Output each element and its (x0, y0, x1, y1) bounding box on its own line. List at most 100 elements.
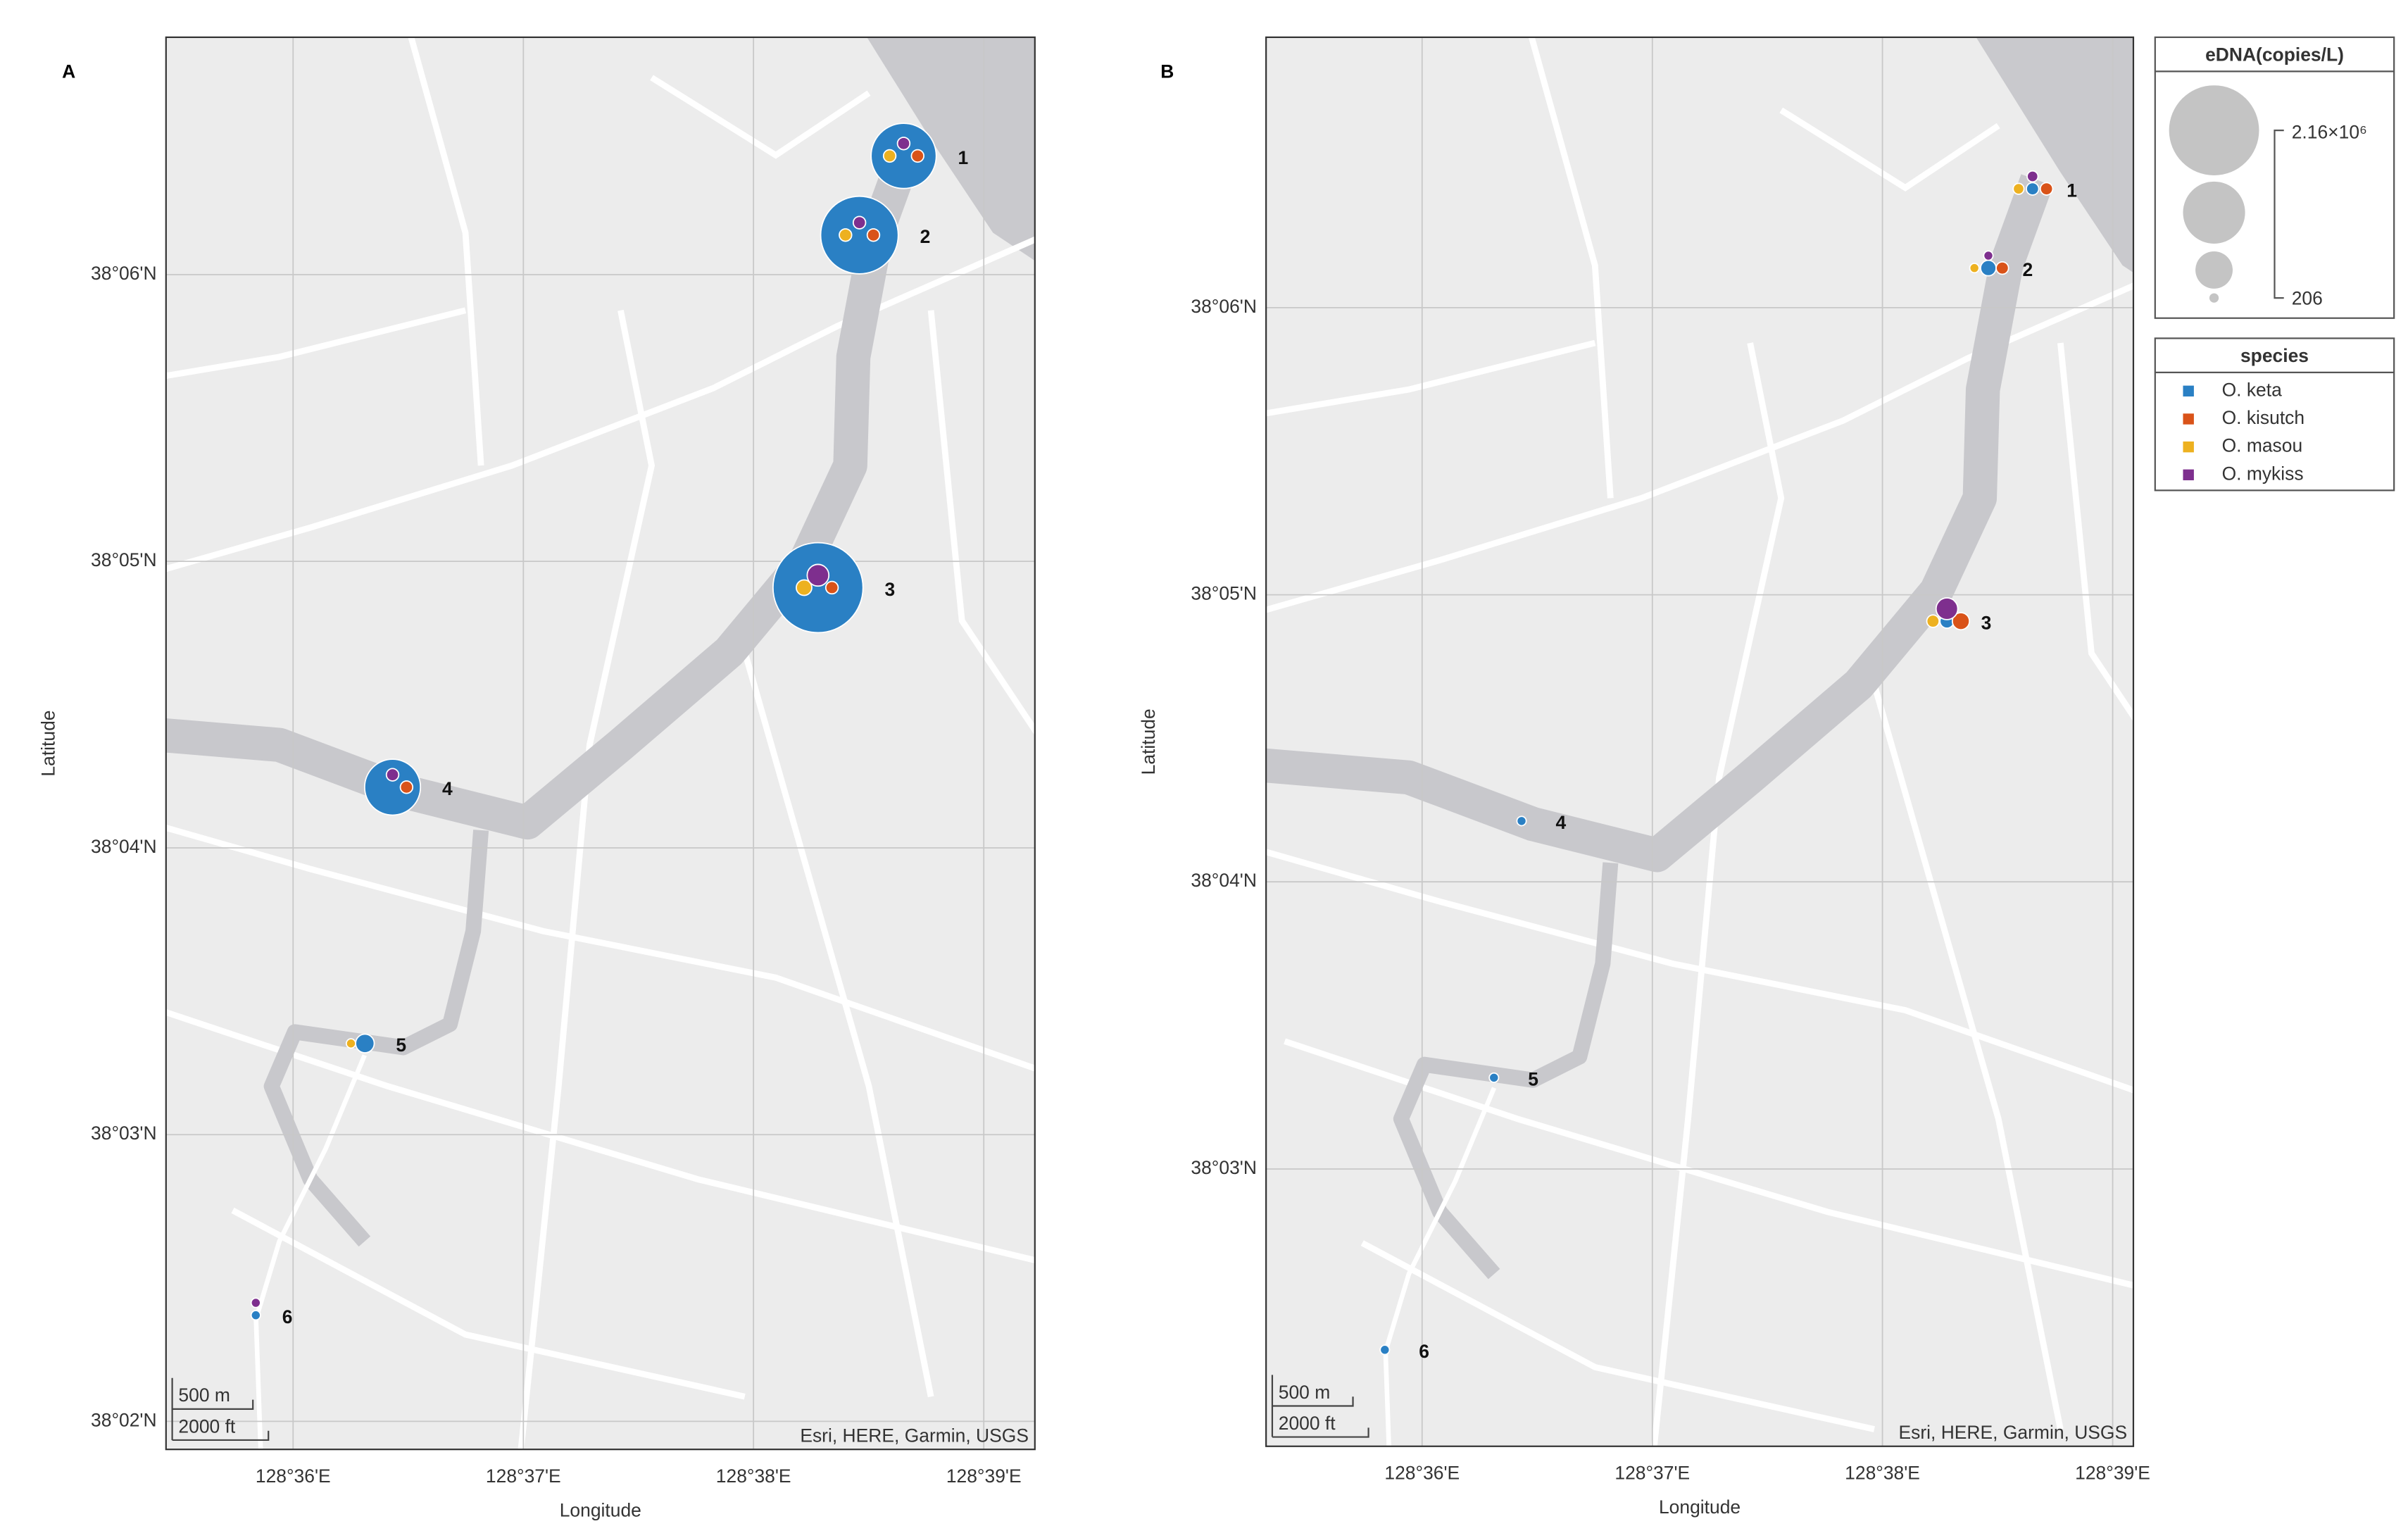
site-label: 2 (920, 226, 931, 247)
scale-bar (171, 1377, 270, 1442)
road (927, 310, 1035, 736)
scale-bar-label: 2000 ft (178, 1415, 236, 1437)
site-label: 4 (1555, 812, 1566, 833)
edna-bubble (796, 579, 813, 596)
plot-frame (165, 36, 1036, 1451)
river (1266, 174, 2054, 873)
x-axis-label: Longitude (1659, 1496, 1741, 1518)
edna-bubble (1379, 1344, 1391, 1356)
stream (1383, 1087, 1497, 1446)
edna-bubble (1516, 815, 1527, 827)
edna-bubble (820, 195, 899, 275)
site-label: 3 (885, 579, 896, 600)
legend-entry: O. kisutch (2222, 407, 2305, 428)
legend-swatch (2183, 469, 2194, 481)
legend-bubble-mid (2195, 251, 2233, 289)
x-tick-label: 128°39'E (2075, 1462, 2150, 1483)
panel-label: A (62, 61, 75, 82)
edna-bubble (806, 563, 830, 587)
edna-bubble (882, 149, 897, 163)
road (165, 1008, 1035, 1264)
road (518, 309, 656, 1450)
legend-title: eDNA(copies/L) (2205, 44, 2344, 65)
x-tick-label: 128°38'E (1845, 1462, 1920, 1483)
road (2057, 342, 2133, 722)
y-tick-label: 38°04'N (91, 836, 157, 857)
edna-bubble (250, 1297, 261, 1308)
y-tick-label: 38°03'N (1191, 1157, 1257, 1178)
edna-bubble (363, 758, 422, 816)
road (165, 307, 467, 380)
tributary (1393, 862, 1619, 1280)
road (231, 1207, 746, 1400)
stream (253, 1054, 367, 1450)
road (1528, 37, 1614, 499)
legend-entry: O. masou (2222, 435, 2303, 456)
edna-bubble (355, 1033, 375, 1054)
scale-bar-label: 500 m (1279, 1382, 1330, 1403)
site-label: 4 (442, 778, 453, 799)
plot-frame (1265, 36, 2135, 1447)
sea (867, 37, 1035, 261)
legend-bubble (2169, 85, 2259, 176)
y-tick-label: 38°06'N (91, 263, 157, 284)
edna-bubble (1983, 250, 1994, 261)
road (1650, 342, 1785, 1446)
scale-bar-label: 2000 ft (1279, 1413, 1336, 1434)
edna-bubble (866, 228, 881, 242)
edna-bubble (1995, 261, 2009, 275)
edna-bubble (345, 1038, 356, 1049)
legend-swatch (2183, 385, 2194, 397)
road (741, 651, 934, 1398)
site-label: 5 (396, 1034, 406, 1056)
legend-swatch (2183, 441, 2194, 453)
road (1871, 683, 2064, 1430)
y-axis-label: Latitude (37, 710, 58, 776)
road (1779, 107, 2000, 192)
edna-bubble (2026, 182, 2040, 196)
edna-bubble (870, 123, 937, 189)
sea (1976, 37, 2133, 273)
road (1266, 849, 2133, 1094)
legend-bubble (2209, 293, 2219, 303)
road (650, 75, 871, 159)
y-tick-label: 38°05'N (1191, 583, 1257, 604)
site-label: 1 (2067, 180, 2077, 201)
edna-bubble (2039, 182, 2054, 196)
legend-box (2154, 337, 2395, 492)
edna-bubble (1980, 259, 1997, 277)
y-axis-label: Latitude (1138, 708, 1159, 775)
road (1266, 339, 1596, 417)
y-tick-label: 38°03'N (91, 1123, 157, 1144)
x-axis-label: Longitude (560, 1499, 641, 1520)
legend-title: species (2240, 345, 2309, 366)
road (408, 37, 484, 466)
legend-max-label: 2.16×10⁶ (2292, 121, 2367, 142)
site-label: 6 (282, 1306, 293, 1327)
scale-bar (1271, 1375, 1369, 1438)
edna-bubble (1926, 614, 1940, 628)
edna-bubble (2026, 170, 2039, 183)
site-label: 3 (1981, 612, 1992, 633)
y-tick-label: 38°04'N (1191, 870, 1257, 891)
legend-bubble-mid (2183, 181, 2245, 244)
site-label: 1 (958, 147, 969, 168)
edna-bubble (385, 768, 400, 782)
edna-bubble (2012, 182, 2025, 195)
road (1284, 1038, 2133, 1289)
site-label: 6 (1419, 1341, 1429, 1362)
x-tick-label: 128°38'E (716, 1465, 791, 1487)
x-tick-label: 128°37'E (1614, 1462, 1690, 1483)
road (1360, 1240, 1875, 1432)
x-tick-label: 128°36'E (256, 1465, 331, 1487)
edna-bubble (896, 137, 911, 151)
panel-label: B (1160, 61, 1174, 82)
x-tick-label: 128°36'E (1384, 1462, 1460, 1483)
river (165, 142, 924, 840)
x-tick-label: 128°37'E (486, 1465, 561, 1487)
y-tick-label: 38°02'N (91, 1409, 157, 1430)
site-label: 5 (1528, 1069, 1538, 1090)
edna-bubble (910, 149, 924, 163)
legend-min-label: 206 (2292, 287, 2323, 308)
